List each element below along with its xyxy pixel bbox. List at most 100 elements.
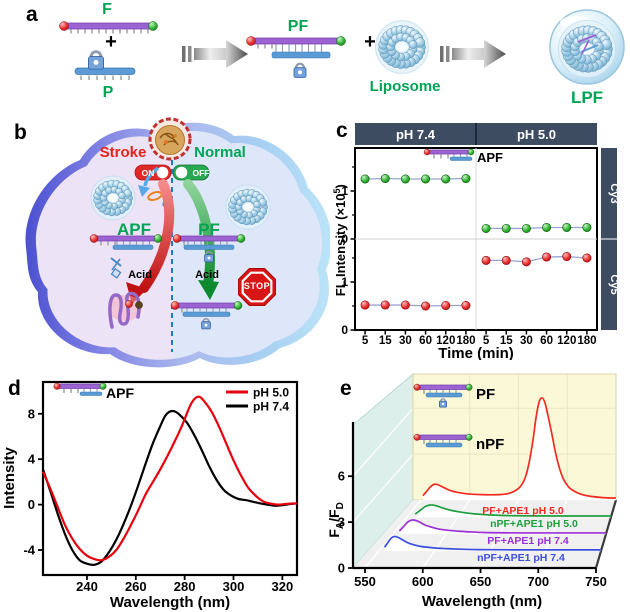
- facet-strip-ph74: [355, 123, 476, 145]
- svg-text:6: 6: [338, 469, 345, 484]
- lock-icon: [293, 62, 307, 78]
- apf-probe-label: APF: [117, 220, 151, 239]
- stop-sign-icon: [238, 268, 276, 306]
- svg-text:-4: -4: [23, 543, 35, 558]
- svg-text:Wavelength (nm): Wavelength (nm): [422, 593, 542, 610]
- panel-a-letter: a: [26, 3, 38, 26]
- lpf-sphere-icon: [549, 9, 625, 85]
- lock-icon: [88, 50, 105, 70]
- stop-sign-label: STOP: [243, 281, 271, 291]
- apf-probe-icon: [89, 234, 163, 250]
- svg-text:280: 280: [174, 579, 196, 594]
- svg-text:PF+APE1 pH 5.0: PF+APE1 pH 5.0: [482, 505, 564, 517]
- scheme-a-graphic: [59, 9, 625, 85]
- liposome-normal-side-icon: [225, 184, 271, 230]
- liposome-label: Liposome: [369, 78, 441, 95]
- pf-probe-label: PF: [287, 18, 309, 35]
- p-strand-label: P: [102, 84, 114, 101]
- normal-pathway-arrow-icon: [183, 179, 219, 300]
- panel-a-scheme: a F + P PF + Liposome LPF: [0, 0, 630, 112]
- lock-icon: [204, 250, 214, 263]
- svg-text:260: 260: [125, 579, 147, 594]
- panel-e-letter: e: [340, 377, 352, 400]
- svg-text:Wavelength (nm): Wavelength (nm): [110, 594, 230, 611]
- off-toggle-label: OFF: [192, 167, 210, 178]
- svg-text:120: 120: [557, 335, 576, 347]
- svg-text:1: 1: [341, 184, 348, 198]
- svg-text:15: 15: [379, 335, 392, 347]
- waterfall-curve-npf-ape1-ph-5-0: [414, 504, 612, 518]
- svg-text:180: 180: [577, 335, 596, 347]
- plot-frame: [41, 380, 299, 577]
- svg-text:3: 3: [338, 515, 345, 530]
- apf-annotation-icon: [423, 148, 475, 161]
- svg-text:60: 60: [419, 335, 432, 347]
- lpf-inner-torus: [557, 19, 617, 79]
- svg-text:600: 600: [412, 574, 434, 589]
- lpf-label: LPF: [570, 88, 604, 107]
- svg-text:APF: APF: [106, 385, 134, 401]
- locked-pf-product-icon: [170, 301, 243, 330]
- pf-duplex-lock-icon: [246, 36, 346, 78]
- acid-label-left: Acid: [128, 269, 152, 281]
- waterfall-curve-pf-ape1-ph-7-4: [398, 519, 606, 535]
- svg-text:60: 60: [540, 335, 553, 347]
- svg-text:1: 1: [341, 275, 348, 289]
- legend: pH 5.0pH 7.4: [226, 386, 289, 414]
- liposome-stroke-side-icon: [90, 175, 136, 221]
- acid-label-right: Acid: [195, 269, 219, 281]
- cd-spectra-graphic: 240 260 280 300 320 -4 0 4 8 pH 5.0pH 7.4 APF Wavel…: [1, 380, 299, 611]
- svg-text:700: 700: [527, 574, 549, 589]
- acid-enzyme-icon: [110, 257, 122, 279]
- svg-text:750: 750: [585, 574, 607, 589]
- svg-text:PF: PF: [476, 386, 495, 403]
- panel-d-letter: d: [8, 377, 21, 400]
- svg-text:30: 30: [399, 335, 412, 347]
- svg-text:Intensity: Intensity: [1, 447, 18, 509]
- panel-d-cd-spectra-chart: 240 260 280 300 320 -4 0 4 8 pH 5.0 pH 7.4 APF Wavel…: [0, 360, 330, 612]
- svg-text:pH 5.0: pH 5.0: [253, 386, 289, 400]
- svg-text:0: 0: [338, 561, 345, 576]
- svg-text:5: 5: [362, 335, 369, 347]
- pf-probe-label-b: PF: [198, 220, 220, 239]
- series-cy3-ph50: [481, 222, 592, 233]
- waterfall-curve-pf-ape1-ph-5-0: [422, 396, 617, 501]
- svg-text:4: 4: [28, 452, 36, 467]
- svg-text:8: 8: [28, 406, 35, 421]
- svg-text:Cy5: Cy5: [608, 274, 620, 294]
- svg-text:PF+APE1 pH 7.4: PF+APE1 pH 7.4: [487, 535, 569, 547]
- lock-icon: [439, 398, 448, 408]
- reaction-arrow-1-icon: [182, 40, 248, 68]
- waterfall-curve-npf-ape1-ph-7-4: [383, 535, 601, 552]
- fa-fd-axis-label: FA/FD: [326, 502, 346, 538]
- svg-text:Cy3: Cy3: [608, 183, 620, 203]
- cell-scheme-graphic: [25, 117, 330, 368]
- p-lock-strand-icon: [74, 50, 136, 80]
- on-off-toggle: [134, 164, 210, 181]
- facet-strip-cy3: [601, 148, 617, 239]
- svg-text:180: 180: [456, 335, 475, 347]
- svg-text:0: 0: [341, 232, 348, 246]
- pf-probe-icon: [172, 234, 246, 263]
- svg-text:15: 15: [500, 335, 513, 347]
- svg-text:320: 320: [271, 579, 293, 594]
- svg-text:Time (min): Time (min): [438, 345, 514, 360]
- panel-c-letter: c: [336, 119, 348, 142]
- facet-strip-cy5: [601, 239, 617, 330]
- curve-ph-7-4: [41, 409, 298, 566]
- svg-text:550: 550: [354, 574, 376, 589]
- svg-text:300: 300: [223, 579, 245, 594]
- f-strand-label: F: [102, 1, 112, 18]
- svg-text:nPF: nPF: [476, 436, 504, 453]
- svg-text:pH 5.0: pH 5.0: [517, 127, 556, 142]
- panel-b-cell-scheme: b Stroke Normal ON OFF APF PF Acid Acid …: [8, 112, 330, 368]
- panel-e-waterfall-chart: 0 3 6 550 600 650 700 750 nPF+APE1 pH 7.4 PF+APE1…: [326, 360, 630, 612]
- svg-text:nPF+APE1 pH 7.4: nPF+APE1 pH 7.4: [477, 552, 565, 564]
- on-toggle-label: ON: [141, 167, 155, 178]
- panel-b-letter: b: [14, 121, 27, 144]
- series-cy3-ph74: [360, 174, 471, 184]
- brain-icon: [148, 117, 192, 161]
- svg-text:0: 0: [341, 323, 348, 337]
